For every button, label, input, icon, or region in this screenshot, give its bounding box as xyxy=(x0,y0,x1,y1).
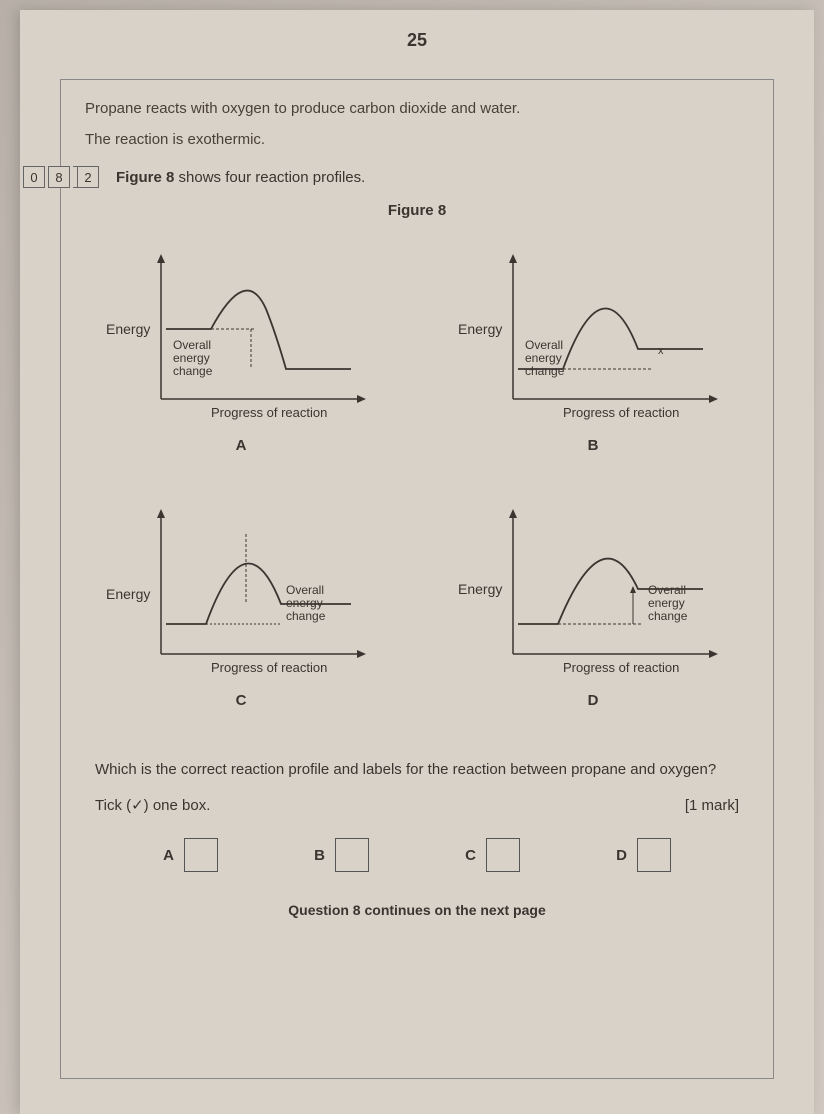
chart-b: x Energy Overall energy change Progress … xyxy=(447,239,739,454)
qnum-box-3: 2 xyxy=(77,166,99,188)
svg-text:Progress of reaction: Progress of reaction xyxy=(563,405,679,420)
chart-b-svg: x Energy Overall energy change Progress … xyxy=(453,239,733,429)
footer-text: Question 8 continues on the next page xyxy=(85,902,749,918)
svg-text:Progress of reaction: Progress of reaction xyxy=(563,660,679,675)
mark-allocation: [1 mark] xyxy=(685,797,739,814)
svg-text:Energy: Energy xyxy=(106,586,150,602)
ylabel-a: Energy xyxy=(106,321,150,337)
option-b[interactable]: B xyxy=(314,838,369,872)
svg-text:Progress of reaction: Progress of reaction xyxy=(211,660,327,675)
page-number: 25 xyxy=(60,30,774,51)
page: 25 Propane reacts with oxygen to produce… xyxy=(20,10,814,1114)
chart-a-svg: Energy Overall energy change Progress of… xyxy=(101,239,381,429)
svg-text:Overall: Overall xyxy=(525,338,563,352)
question-number-row: 0 8 2 Figure 8 Figure 8 shows four react… xyxy=(23,166,749,188)
option-b-label: B xyxy=(314,847,325,864)
tick-instruction: Tick (✓) one box. xyxy=(95,796,210,814)
qnum-box-2: 8 xyxy=(48,166,70,188)
option-c[interactable]: C xyxy=(465,838,520,872)
chart-letter-c: C xyxy=(236,692,247,709)
chart-letter-b: B xyxy=(588,437,599,454)
chart-letter-a: A xyxy=(236,437,247,454)
svg-text:change: change xyxy=(286,609,326,623)
option-d-box[interactable] xyxy=(637,838,671,872)
qnum-box-1: 0 xyxy=(23,166,45,188)
svg-text:energy: energy xyxy=(173,351,210,365)
intro: Propane reacts with oxygen to produce ca… xyxy=(85,100,749,148)
svg-text:energy: energy xyxy=(286,596,323,610)
option-c-label: C xyxy=(465,847,476,864)
chart-letter-d: D xyxy=(588,692,599,709)
figure-label: Figure 8 xyxy=(85,202,749,219)
svg-text:Energy: Energy xyxy=(458,321,502,337)
svg-text:Overall: Overall xyxy=(648,583,686,597)
option-d[interactable]: D xyxy=(616,838,671,872)
chart-d: Energy Overall energy change Progress of… xyxy=(447,494,739,709)
chart-c: Energy Overall energy change Progress of… xyxy=(95,494,387,709)
svg-text:x: x xyxy=(658,345,664,357)
qnum-inline: shows four reaction profiles. xyxy=(179,169,366,186)
option-b-box[interactable] xyxy=(335,838,369,872)
svg-text:Overall: Overall xyxy=(286,583,324,597)
chart-d-svg: Energy Overall energy change Progress of… xyxy=(453,494,733,684)
qnum-text: Figure 8 Figure 8 shows four reaction pr… xyxy=(116,169,365,186)
option-c-box[interactable] xyxy=(486,838,520,872)
intro-line-1: Propane reacts with oxygen to produce ca… xyxy=(85,100,749,117)
fig-bold: Figure 8 xyxy=(116,169,174,186)
options-row: A B C D xyxy=(115,838,719,872)
option-a-label: A xyxy=(163,847,174,864)
option-a[interactable]: A xyxy=(163,838,218,872)
svg-text:Overall: Overall xyxy=(173,338,211,352)
content-box: Propane reacts with oxygen to produce ca… xyxy=(60,79,774,1079)
chart-a: Energy Overall energy change Progress of… xyxy=(95,239,387,454)
intro-line-2: The reaction is exothermic. xyxy=(85,131,749,148)
svg-text:energy: energy xyxy=(648,596,685,610)
svg-text:Progress of reaction: Progress of reaction xyxy=(211,405,327,420)
tick-row: Tick (✓) one box. [1 mark] xyxy=(95,796,739,814)
svg-text:energy: energy xyxy=(525,351,562,365)
svg-text:Energy: Energy xyxy=(458,581,502,597)
option-a-box[interactable] xyxy=(184,838,218,872)
svg-text:change: change xyxy=(525,364,565,378)
charts-grid: Energy Overall energy change Progress of… xyxy=(85,239,749,709)
svg-text:change: change xyxy=(648,609,688,623)
option-d-label: D xyxy=(616,847,627,864)
svg-text:change: change xyxy=(173,364,213,378)
chart-c-svg: Energy Overall energy change Progress of… xyxy=(101,494,381,684)
question-text: Which is the correct reaction profile an… xyxy=(95,759,739,780)
